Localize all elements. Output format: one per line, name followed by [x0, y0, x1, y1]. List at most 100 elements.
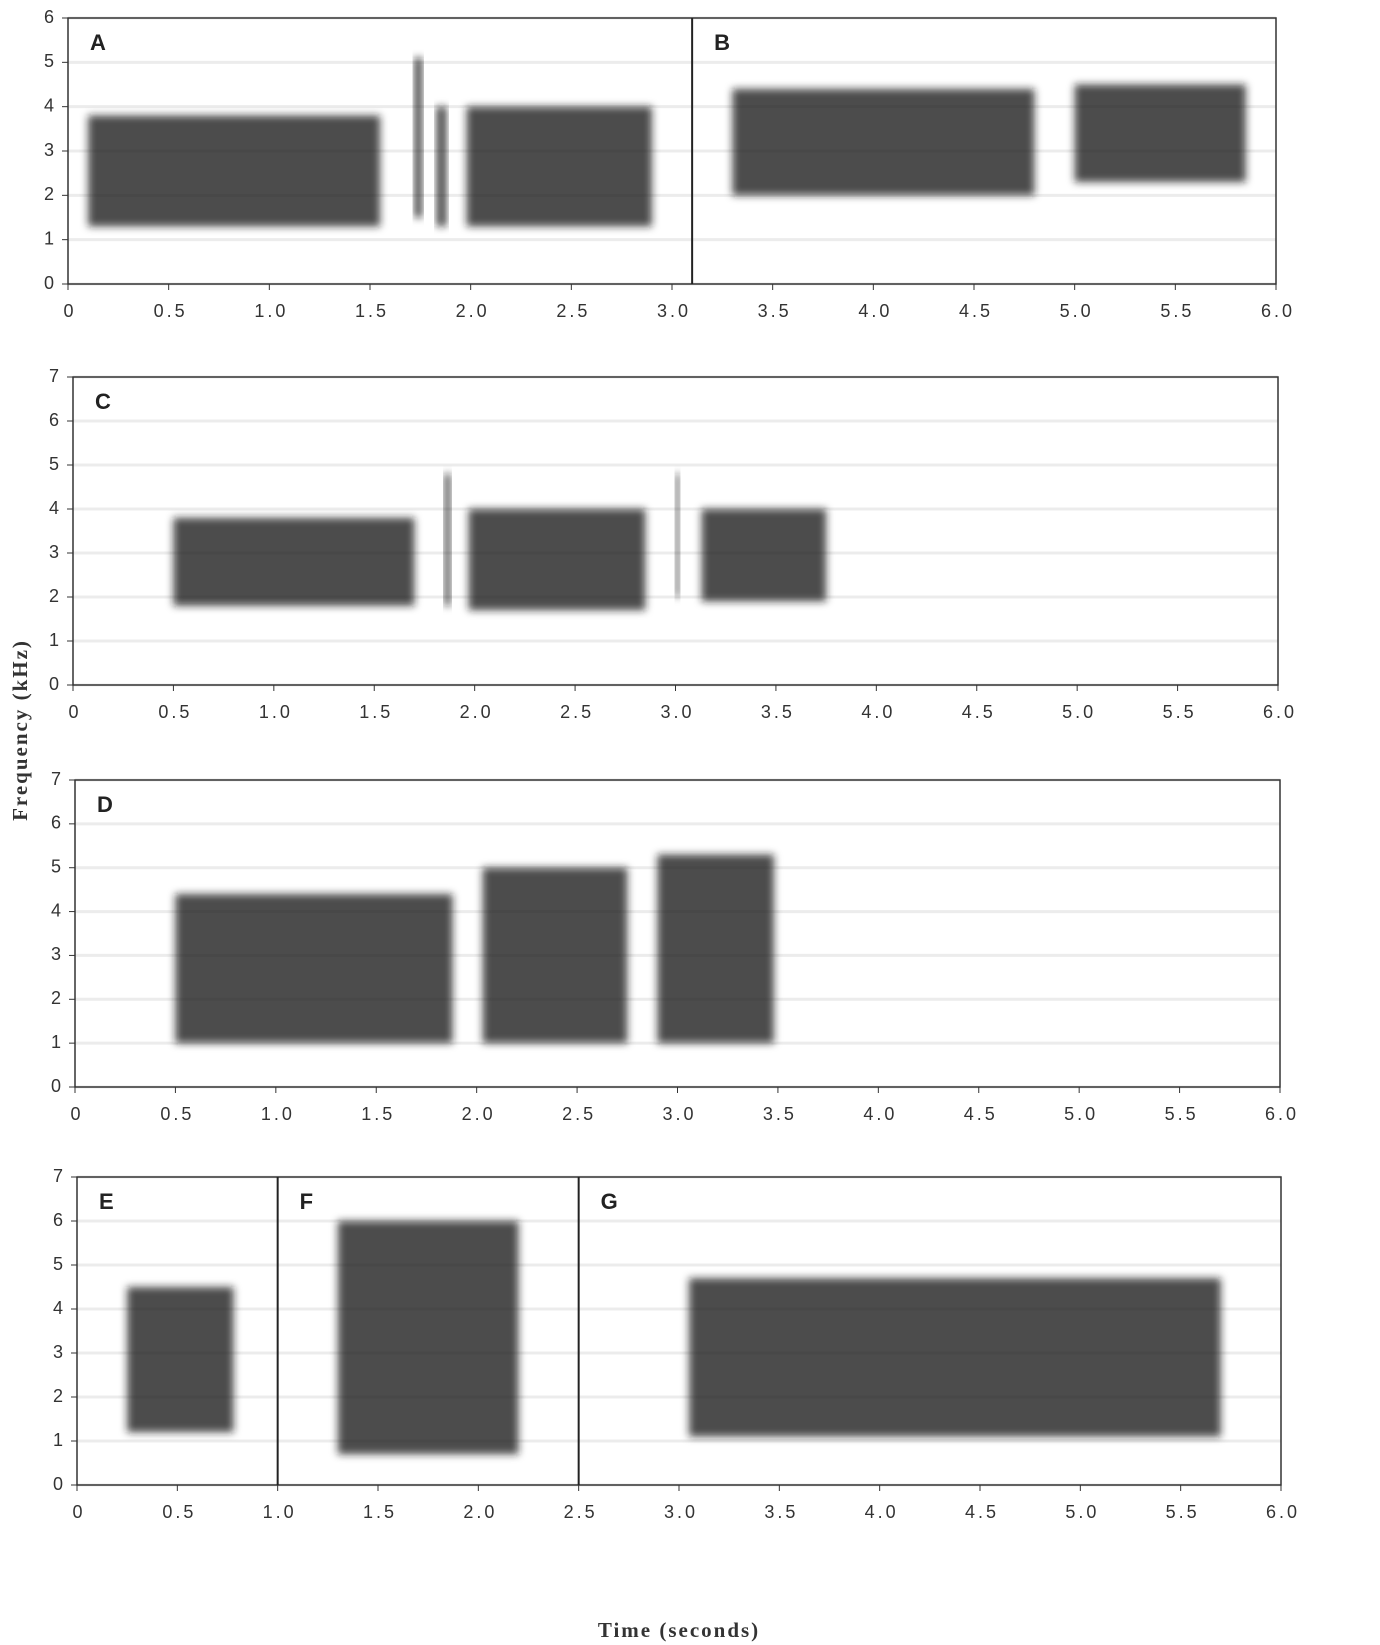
x-tick-label tick: 1.5 [355, 301, 389, 321]
y-tick-label: 0 [49, 674, 59, 694]
x-tick-label tick: 4.5 [962, 702, 996, 722]
x-tick-label tick: 4.5 [964, 1104, 998, 1124]
x-tick-label tick: 1.5 [359, 702, 393, 722]
x-tick-label tick: 3.5 [761, 702, 795, 722]
x-tick-label tick: 0 [70, 1104, 83, 1124]
y-tick-label: 2 [53, 1386, 63, 1406]
x-tick-label tick: 1.0 [259, 702, 293, 722]
x-tick-label tick: 0 [68, 702, 81, 722]
x-tick-label tick: 5.5 [1165, 1104, 1199, 1124]
sound-band [173, 517, 415, 606]
x-tick-label tick: 5.5 [1166, 1502, 1200, 1522]
sound-band [657, 854, 774, 1044]
x-tick-label tick: 0.5 [158, 702, 192, 722]
sound-band [127, 1287, 234, 1433]
y-tick-label: 1 [53, 1430, 63, 1450]
sound-band [414, 57, 423, 218]
y-tick-label: 6 [49, 410, 59, 430]
x-tick-label tick: 3.0 [660, 702, 694, 722]
x-tick-label tick: 5.0 [1062, 702, 1096, 722]
y-tick-label: 2 [51, 988, 61, 1008]
panel-label: B [714, 30, 730, 55]
sound-band [689, 1278, 1221, 1437]
x-tick-label tick: 3.5 [764, 1502, 798, 1522]
x-tick-label tick: 3.0 [662, 1104, 696, 1124]
x-tick-label tick: 2.0 [462, 1104, 496, 1124]
x-tick-label tick: 0.5 [160, 1104, 194, 1124]
y-axis-label: Frequency (kHz) [8, 639, 32, 821]
x-tick-label tick: 4.5 [959, 301, 993, 321]
sound-band [444, 473, 451, 606]
x-tick-label tick: 4.0 [863, 1104, 897, 1124]
sound-band [1074, 84, 1246, 183]
y-tick-label: 1 [49, 630, 59, 650]
y-tick-label: 6 [51, 813, 61, 833]
plot-frame [74, 779, 1281, 1088]
x-tick-label tick: 3.0 [657, 301, 691, 321]
sound-band [732, 88, 1035, 196]
x-tick-label tick: 6.0 [1261, 301, 1295, 321]
y-tick-label: 1 [44, 228, 54, 248]
sound-band [675, 473, 680, 597]
y-tick-label: 5 [51, 856, 61, 876]
x-tick-label tick: 0 [63, 301, 76, 321]
x-tick-label tick: 6.0 [1263, 702, 1297, 722]
x-tick-label tick: 0.5 [154, 301, 188, 321]
panel-label: D [97, 792, 113, 817]
x-tick-label tick: 5.0 [1064, 1104, 1098, 1124]
y-tick-label: 5 [49, 454, 59, 474]
y-tick-label: 5 [44, 51, 54, 71]
sound-band [337, 1221, 519, 1455]
y-tick-label: 5 [53, 1254, 63, 1274]
plot-frame [72, 376, 1279, 686]
x-tick-label tick: 6.0 [1266, 1502, 1300, 1522]
sound-band [88, 115, 381, 227]
y-tick-label: 2 [44, 184, 54, 204]
y-tick-label: 6 [44, 7, 54, 27]
x-tick-label tick: 1.0 [254, 301, 288, 321]
x-tick-label tick: 2.0 [460, 702, 494, 722]
x-tick-label tick: 2.0 [456, 301, 490, 321]
x-tick-label tick: 2.5 [562, 1104, 596, 1124]
y-tick-label: 0 [44, 273, 54, 293]
y-tick-label: 0 [51, 1076, 61, 1096]
x-tick-label tick: 1.0 [261, 1104, 295, 1124]
sound-band [468, 509, 646, 611]
panel-label: E [99, 1189, 114, 1214]
y-tick-label: 4 [49, 498, 59, 518]
y-tick-label: 4 [53, 1298, 63, 1318]
panel-label: G [601, 1189, 618, 1214]
y-tick-label: 2 [49, 586, 59, 606]
panel-label: A [90, 30, 106, 55]
x-tick-label tick: 5.5 [1163, 702, 1197, 722]
x-tick-label tick: 5.0 [1060, 301, 1094, 321]
sound-band [175, 894, 453, 1044]
x-tick-label tick: 3.5 [758, 301, 792, 321]
x-tick-label tick: 3.0 [664, 1502, 698, 1522]
x-tick-label tick: 1.5 [361, 1104, 395, 1124]
x-tick-label tick: 1.0 [263, 1502, 297, 1522]
x-tick-label tick: 2.0 [463, 1502, 497, 1522]
y-tick-label: 1 [51, 1032, 61, 1052]
y-tick-label: 0 [53, 1474, 63, 1494]
panel-label: C [95, 389, 111, 414]
y-tick-label: 4 [44, 95, 54, 115]
x-tick-label tick: 6.0 [1265, 1104, 1299, 1124]
x-tick-label tick: 4.0 [861, 702, 895, 722]
y-tick-label: 3 [53, 1342, 63, 1362]
x-tick-label tick: 2.5 [564, 1502, 598, 1522]
x-tick-label tick: 4.0 [865, 1502, 899, 1522]
sound-band [466, 106, 652, 227]
x-tick-label tick: 2.5 [556, 301, 590, 321]
y-tick-label: 4 [51, 900, 61, 920]
y-tick-label: 7 [51, 769, 61, 789]
x-tick-label tick: 3.5 [763, 1104, 797, 1124]
x-tick-label tick: 5.5 [1160, 301, 1194, 321]
y-tick-label: 6 [53, 1210, 63, 1230]
y-tick-label: 7 [49, 366, 59, 386]
sound-band [701, 509, 827, 602]
x-tick-label tick: 2.5 [560, 702, 594, 722]
panel-label: F [300, 1189, 313, 1214]
sound-band [436, 106, 447, 227]
